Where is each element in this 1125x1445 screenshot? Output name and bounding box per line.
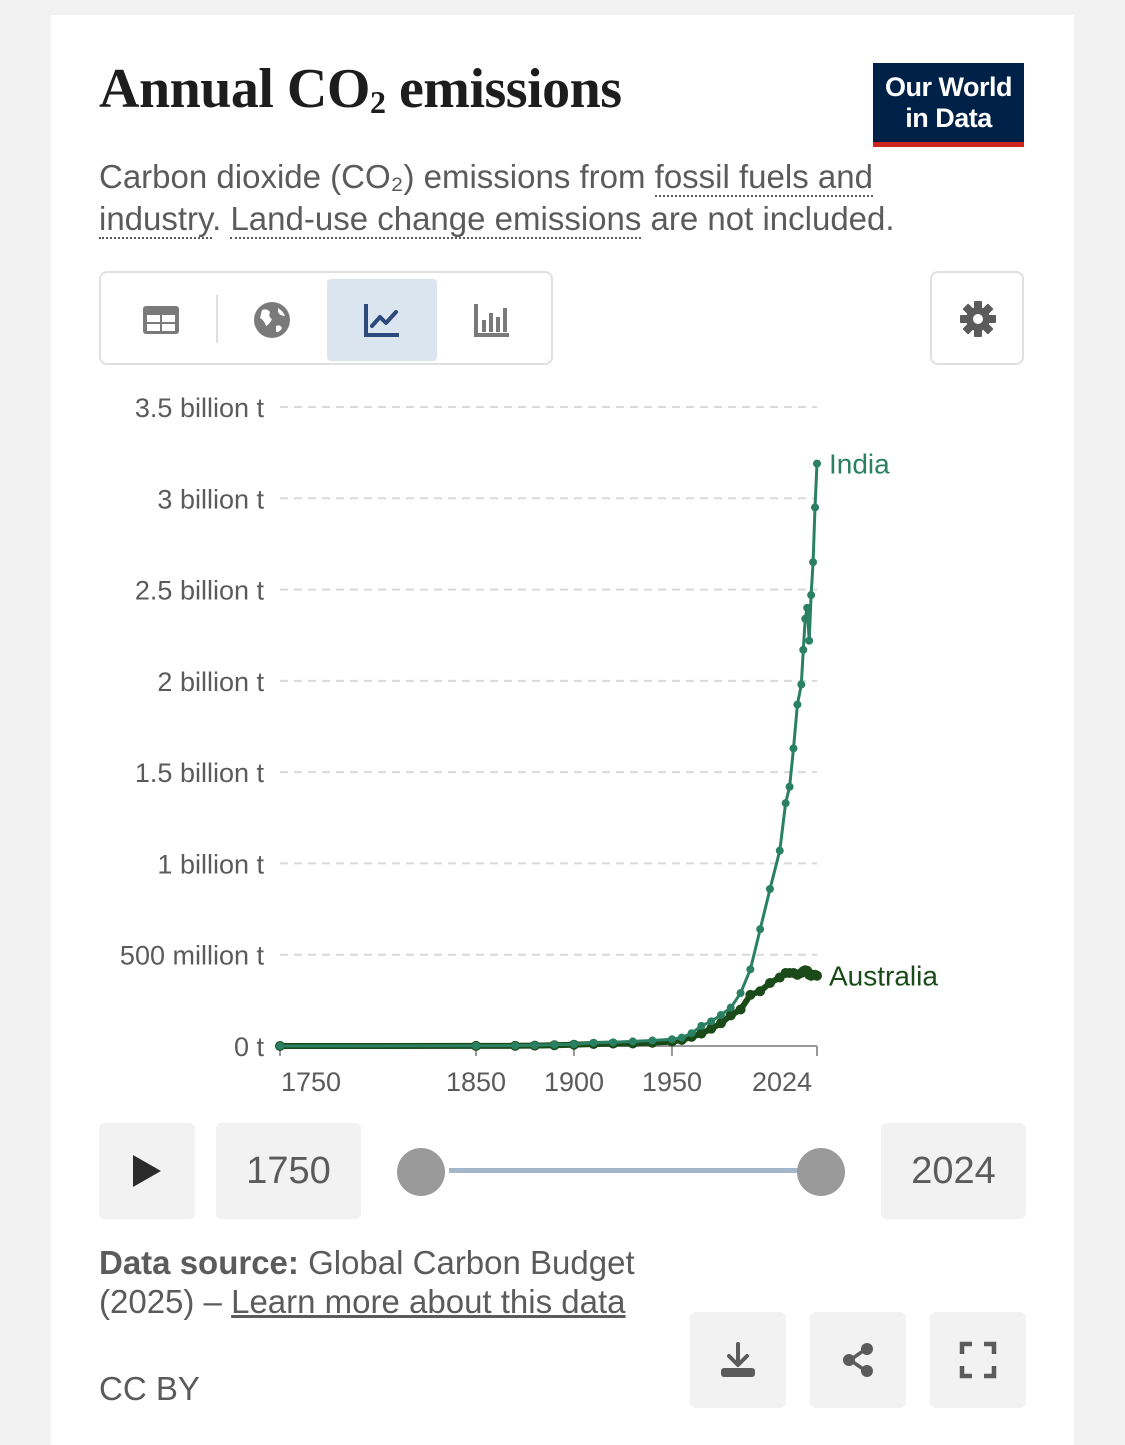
x-tick-label: 2024: [752, 1067, 812, 1097]
data-point-india: [569, 1040, 578, 1049]
y-tick-label: 3 billion t: [157, 484, 264, 514]
gear-icon: [960, 301, 996, 337]
slider-start-handle[interactable]: [397, 1148, 445, 1196]
chart-title: Annual CO2 emissions: [99, 58, 622, 120]
globe-icon: [254, 302, 290, 338]
data-point-india: [530, 1041, 539, 1050]
line-chart-icon: [364, 304, 399, 337]
fullscreen-icon: [959, 1341, 997, 1379]
download-button[interactable]: [690, 1312, 786, 1408]
end-year-label: 2024: [881, 1123, 1026, 1219]
tab-divider: [216, 295, 218, 343]
chart-card: Annual CO2 emissions Our World in Data C…: [51, 15, 1074, 1445]
data-point-india: [799, 645, 808, 654]
series-label-india: India: [829, 449, 890, 480]
x-tick-label: 1950: [642, 1067, 702, 1097]
y-tick-label: 2 billion t: [157, 667, 264, 697]
data-point-india: [276, 1042, 284, 1050]
y-tick-label: 3.5 billion t: [135, 393, 265, 423]
data-point-india: [775, 846, 784, 855]
license-label: CC BY: [99, 1370, 200, 1407]
data-point-australia: [745, 989, 756, 1000]
share-icon: [843, 1343, 873, 1377]
data-point-india: [746, 965, 755, 974]
data-point-india: [648, 1036, 657, 1045]
data-point-india: [803, 603, 812, 612]
data-point-india: [756, 925, 765, 934]
data-point-india: [785, 782, 794, 791]
data-point-india: [805, 636, 814, 645]
fossil-fuels-link[interactable]: fossil fuels and industry: [99, 158, 873, 239]
tab-bar-chart[interactable]: [437, 279, 547, 361]
data-point-india: [609, 1038, 618, 1047]
learn-more-link[interactable]: Learn more about this data: [231, 1283, 626, 1320]
tab-map[interactable]: [217, 279, 327, 361]
data-point-australia: [812, 970, 822, 981]
y-tick-label: 1 billion t: [157, 849, 264, 879]
data-point-india: [813, 459, 821, 468]
timeline-slider-track[interactable]: [449, 1168, 821, 1173]
owid-logo[interactable]: Our World in Data: [873, 63, 1024, 147]
data-point-india: [765, 884, 774, 893]
series-label-australia: Australia: [829, 961, 938, 992]
data-point-india: [677, 1033, 686, 1042]
data-point-india: [697, 1021, 706, 1030]
series-line-india: [279, 463, 819, 1048]
x-tick-label: 1850: [446, 1067, 506, 1097]
x-tick-label: 1900: [544, 1067, 604, 1097]
data-point-india: [687, 1029, 696, 1038]
data-point-india: [726, 1003, 735, 1012]
data-point-india: [471, 1041, 480, 1050]
data-point-india: [811, 503, 820, 512]
data-point-india: [809, 558, 818, 567]
land-use-link[interactable]: Land-use change emissions: [230, 200, 642, 239]
data-point-india: [628, 1037, 637, 1046]
y-tick-label: 2.5 billion t: [135, 576, 265, 606]
data-point-australia: [696, 1028, 707, 1039]
data-point-india: [550, 1040, 559, 1049]
tab-table[interactable]: [106, 279, 216, 361]
data-point-india: [797, 680, 806, 689]
fullscreen-button[interactable]: [930, 1312, 1026, 1408]
data-point-australia: [725, 1010, 736, 1021]
settings-button[interactable]: [930, 271, 1024, 365]
view-tabs: [99, 271, 553, 365]
data-point-india: [707, 1017, 716, 1026]
slider-end-handle[interactable]: [797, 1148, 845, 1196]
y-tick-label: 1.5 billion t: [135, 758, 265, 788]
x-tick-label: 1750: [281, 1067, 341, 1097]
data-point-india: [716, 1010, 725, 1019]
data-point-australia: [715, 1018, 726, 1029]
data-point-india: [781, 799, 790, 808]
chart-subtitle: Carbon dioxide (CO₂) emissions from foss…: [99, 158, 895, 239]
data-point-australia: [764, 978, 775, 989]
data-point-india: [793, 700, 802, 709]
data-source: Data source: Global Carbon Budget (2025)…: [99, 1244, 635, 1320]
data-point-india: [807, 591, 816, 600]
play-button[interactable]: [99, 1123, 195, 1219]
data-point-india: [667, 1035, 676, 1044]
start-year-label: 1750: [216, 1123, 361, 1219]
share-button[interactable]: [810, 1312, 906, 1408]
bar-chart-icon: [474, 304, 509, 337]
data-point-india: [736, 989, 745, 998]
y-tick-label: 500 million t: [120, 941, 265, 971]
data-point-india: [801, 614, 810, 623]
data-point-australia: [706, 1023, 717, 1034]
y-tick-label: 0 t: [234, 1032, 265, 1062]
data-point-india: [789, 744, 798, 753]
data-point-india: [589, 1038, 598, 1047]
table-icon: [143, 306, 179, 334]
play-icon: [133, 1155, 161, 1187]
download-icon: [721, 1342, 755, 1377]
data-point-australia: [735, 1004, 746, 1015]
line-chart: 0 t 500 million t 1 billion t 1.5 billion t…: [120, 393, 938, 1097]
data-point-india: [511, 1041, 520, 1050]
data-point-australia: [755, 986, 766, 997]
tab-line-chart[interactable]: [327, 279, 437, 361]
